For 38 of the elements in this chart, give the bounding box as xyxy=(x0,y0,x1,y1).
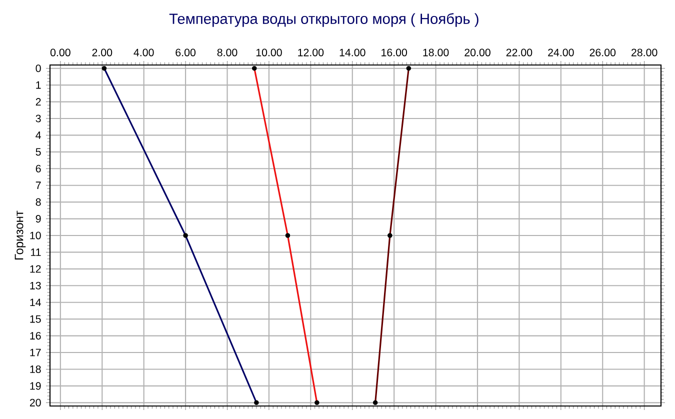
x-tick-label: 8.00 xyxy=(217,48,238,56)
chart-title: Температура воды открытого моря ( Ноябрь ) xyxy=(169,13,478,27)
y-tick-label: 15 xyxy=(30,315,41,323)
y-tick-label: 19 xyxy=(30,382,41,390)
x-tick-label: 2.00 xyxy=(92,48,112,56)
y-tick-label: 0 xyxy=(36,64,41,72)
x-tick-label: 26.00 xyxy=(590,48,616,56)
x-tick-label: 0.00 xyxy=(50,48,70,56)
y-tick-label: 5 xyxy=(36,148,41,156)
y-tick-label: 2 xyxy=(36,98,41,106)
y-tick-label: 14 xyxy=(30,298,41,306)
y-tick-label: 17 xyxy=(30,348,41,356)
y-tick-label: 13 xyxy=(30,282,41,290)
y-tick-label: 11 xyxy=(31,248,41,256)
x-tick-label: 14.00 xyxy=(340,48,366,56)
x-tick-label: 18.00 xyxy=(423,48,449,56)
y-tick-label: 1 xyxy=(36,81,41,89)
y-tick-label: 4 xyxy=(36,132,41,139)
y-axis-title: Горизонт xyxy=(14,210,26,260)
x-tick-label: 22.00 xyxy=(506,48,532,56)
x-tick-label: 16.00 xyxy=(382,48,408,56)
x-tick-label: 4.00 xyxy=(134,48,154,56)
x-tick-label: 12.00 xyxy=(298,48,324,56)
x-tick-label: 28.00 xyxy=(632,48,658,56)
x-tick-label: 10.00 xyxy=(256,48,282,56)
y-tick-label: 6 xyxy=(36,164,41,172)
x-tick-label: 6.00 xyxy=(176,48,196,56)
y-tick-label: 20 xyxy=(30,398,41,406)
x-tick-label: 24.00 xyxy=(548,48,574,56)
y-tick-label: 7 xyxy=(36,182,41,190)
x-tick-label: 20.00 xyxy=(464,48,490,56)
y-tick-label: 18 xyxy=(30,365,41,374)
y-tick-label: 9 xyxy=(36,215,41,223)
y-tick-label: 12 xyxy=(30,265,41,273)
y-tick-label: 3 xyxy=(36,114,41,122)
y-tick-label: 16 xyxy=(30,332,41,340)
y-tick-label: 10 xyxy=(30,232,41,240)
y-tick-label: 8 xyxy=(36,198,41,206)
